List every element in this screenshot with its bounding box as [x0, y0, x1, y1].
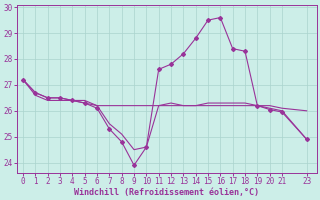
X-axis label: Windchill (Refroidissement éolien,°C): Windchill (Refroidissement éolien,°C)	[74, 188, 259, 197]
